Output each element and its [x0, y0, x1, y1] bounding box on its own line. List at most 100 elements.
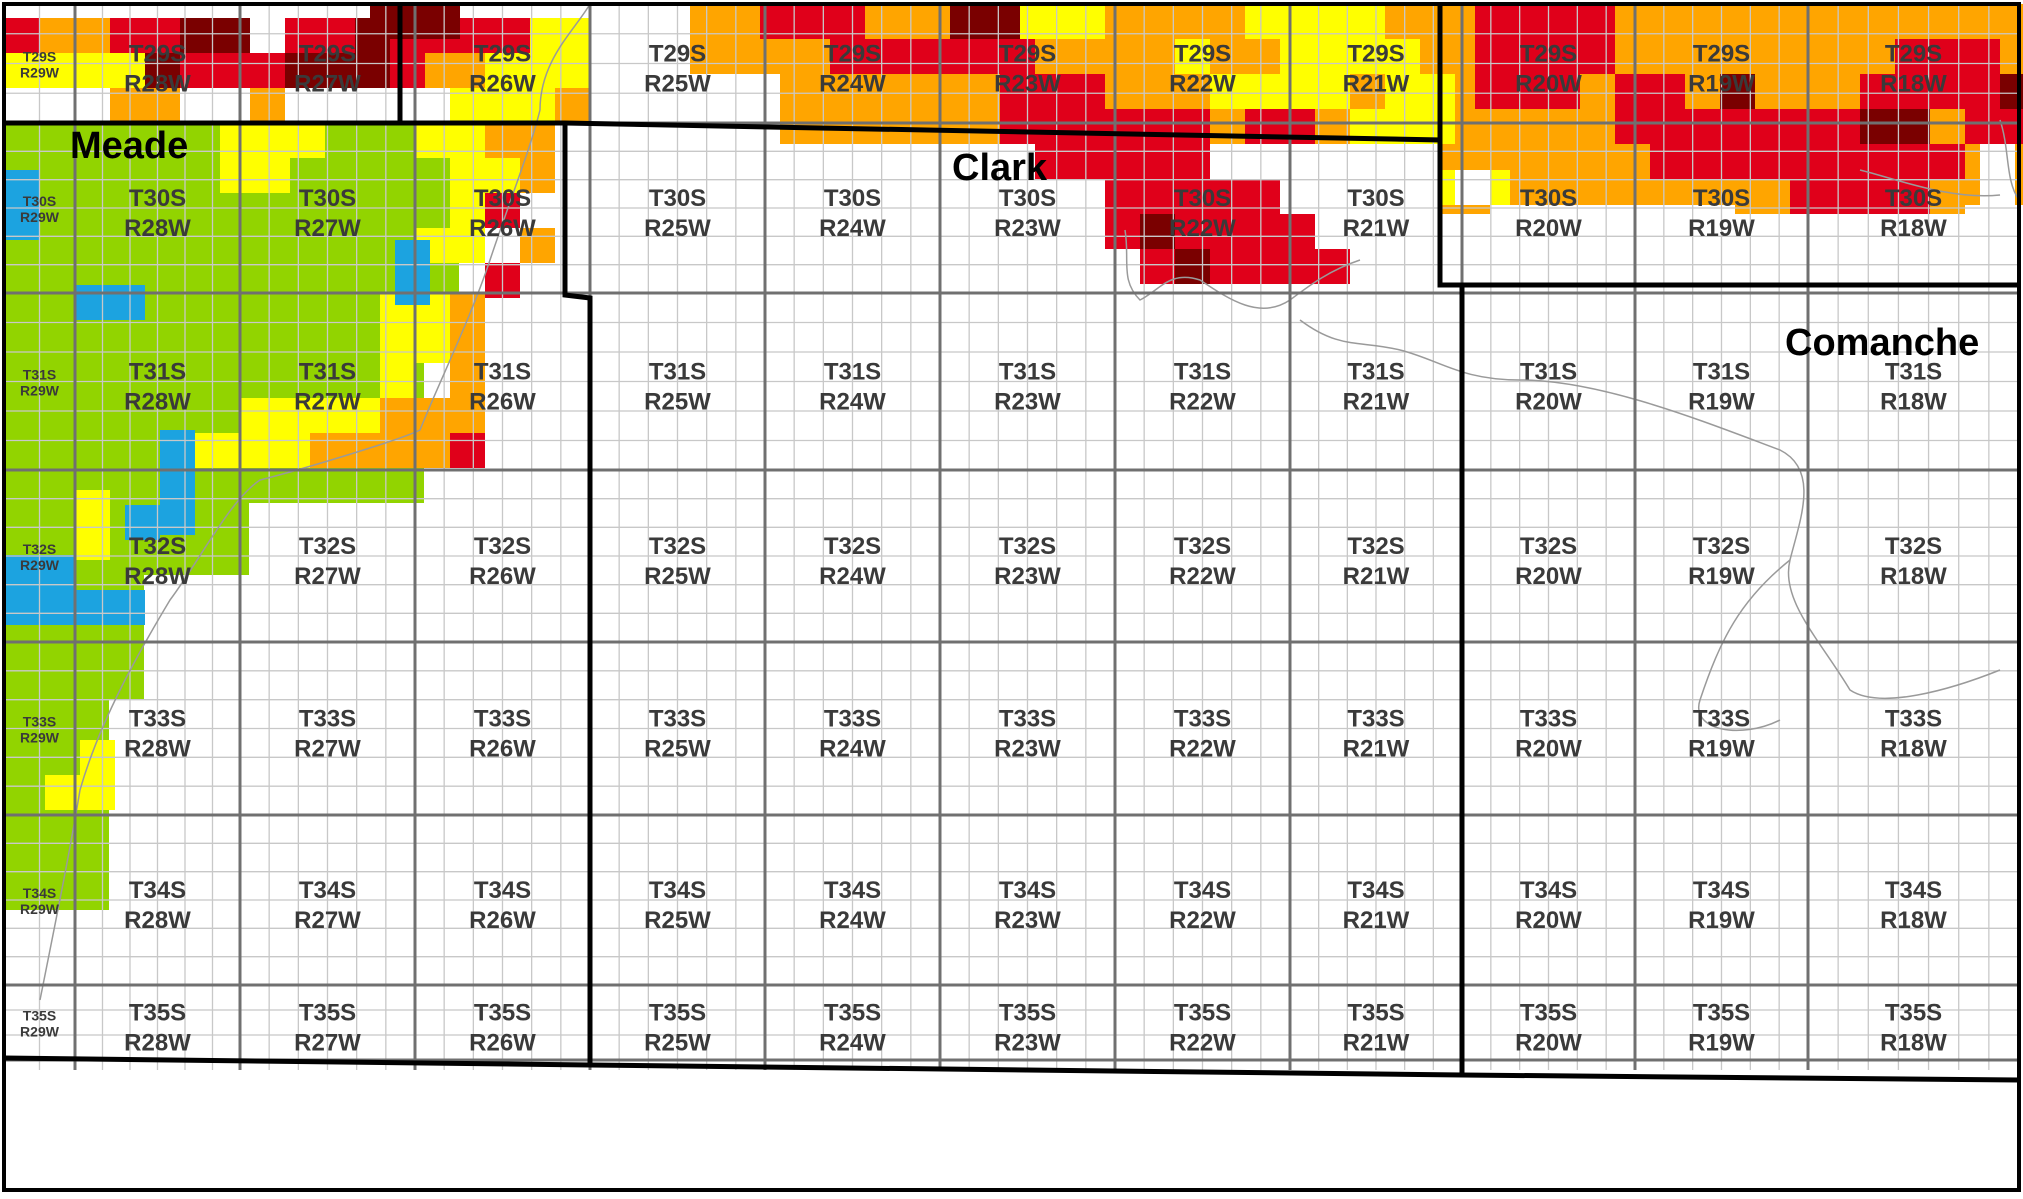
section-cell	[74, 363, 109, 398]
stream-line	[39, 3, 591, 1001]
stream-line	[1859, 169, 2001, 197]
township-label: T31S	[23, 367, 56, 383]
township-label: T29S	[299, 41, 356, 68]
section-cell	[205, 433, 240, 468]
section-cell	[970, 39, 1005, 74]
section-cell	[319, 468, 354, 503]
section-cell	[690, 39, 725, 74]
section-cell	[390, 53, 425, 88]
township-label: T29S	[129, 41, 186, 68]
range-label: R21W	[1343, 71, 1410, 98]
section-cell	[1595, 205, 1630, 240]
township-label: T35S	[129, 1000, 186, 1027]
section-cell	[1245, 74, 1280, 109]
section-cell	[320, 53, 355, 88]
township-label: T31S	[1693, 359, 1750, 386]
range-label: R28W	[124, 907, 191, 934]
section-cell	[1825, 39, 1860, 74]
section-cell	[1545, 74, 1580, 109]
section-cell	[74, 840, 109, 875]
section-cell	[354, 158, 389, 193]
section-cell	[144, 123, 179, 158]
section-cell	[75, 490, 110, 525]
section-cell	[1280, 74, 1315, 109]
range-label: R26W	[469, 215, 536, 242]
section-cell	[1860, 144, 1895, 179]
section-cell	[955, 109, 990, 144]
section-cell	[109, 158, 144, 193]
section-cell	[249, 193, 284, 228]
section-cell	[109, 560, 144, 595]
section-cell	[1070, 74, 1105, 109]
section-cell	[4, 770, 39, 805]
section-cell	[4, 700, 39, 735]
section-cell	[1700, 205, 1735, 240]
township-label: T31S	[1174, 359, 1231, 386]
section-cell	[1665, 205, 1700, 240]
range-label: R25W	[644, 563, 711, 590]
range-label: R19W	[1688, 736, 1755, 763]
section-cell	[1685, 39, 1720, 74]
range-label: R19W	[1688, 389, 1755, 416]
range-label: R25W	[644, 907, 711, 934]
range-label: R27W	[294, 389, 361, 416]
section-cell	[110, 590, 145, 625]
county-boundaries	[3, 4, 2020, 1083]
township-label: T33S	[824, 706, 881, 733]
range-label: R21W	[1343, 736, 1410, 763]
section-cell	[1755, 144, 1790, 179]
section-cell	[1510, 144, 1545, 179]
township-label: T33S	[1520, 706, 1577, 733]
range-label: R25W	[644, 215, 711, 242]
township-label: T32S	[824, 533, 881, 560]
section-cell	[1210, 214, 1245, 249]
section-cell	[220, 158, 255, 193]
township-label: T30S	[299, 185, 356, 212]
section-cell	[4, 170, 39, 205]
section-cell	[1140, 179, 1175, 214]
township-label: T32S	[474, 533, 531, 560]
section-cell	[1245, 214, 1280, 249]
section-cell	[4, 18, 39, 53]
section-cell	[1720, 144, 1755, 179]
township-label: T35S	[1693, 1000, 1750, 1027]
range-label: R18W	[1880, 1030, 1947, 1057]
section-cell	[40, 18, 75, 53]
township-label: T33S	[1347, 706, 1404, 733]
range-label: R22W	[1169, 389, 1236, 416]
section-cell	[109, 433, 144, 468]
range-label: R29W	[20, 1024, 60, 1040]
stream-lines	[39, 3, 2020, 1001]
township-label: T29S	[1347, 41, 1404, 68]
section-cell	[4, 630, 39, 665]
section-cell	[1175, 214, 1210, 249]
section-cell	[1825, 144, 1860, 179]
section-cell	[1165, 74, 1200, 109]
section-cell	[39, 158, 74, 193]
township-label: T32S	[649, 533, 706, 560]
section-cell	[1070, 144, 1105, 179]
section-cell	[1825, 109, 1860, 144]
section-cell	[885, 74, 920, 109]
section-cell	[249, 363, 284, 398]
range-label: R20W	[1515, 215, 1582, 242]
stream-line	[1999, 119, 2020, 201]
section-cell	[1000, 109, 1035, 144]
section-cell	[920, 109, 955, 144]
township-label: T30S	[1693, 185, 1750, 212]
section-cell	[109, 123, 144, 158]
section-cell	[215, 18, 250, 53]
township-label: T31S	[1347, 359, 1404, 386]
section-cell	[920, 74, 955, 109]
section-cell	[74, 700, 109, 735]
section-cell	[1000, 39, 1035, 74]
section-cell	[1385, 74, 1420, 109]
township-label: T35S	[1347, 1000, 1404, 1027]
range-label: R22W	[1169, 736, 1236, 763]
section-cell	[249, 228, 284, 263]
township-label: T30S	[129, 185, 186, 212]
township-label: T35S	[299, 1000, 356, 1027]
range-label: R24W	[819, 215, 886, 242]
section-cell	[220, 123, 255, 158]
range-label: R28W	[124, 389, 191, 416]
